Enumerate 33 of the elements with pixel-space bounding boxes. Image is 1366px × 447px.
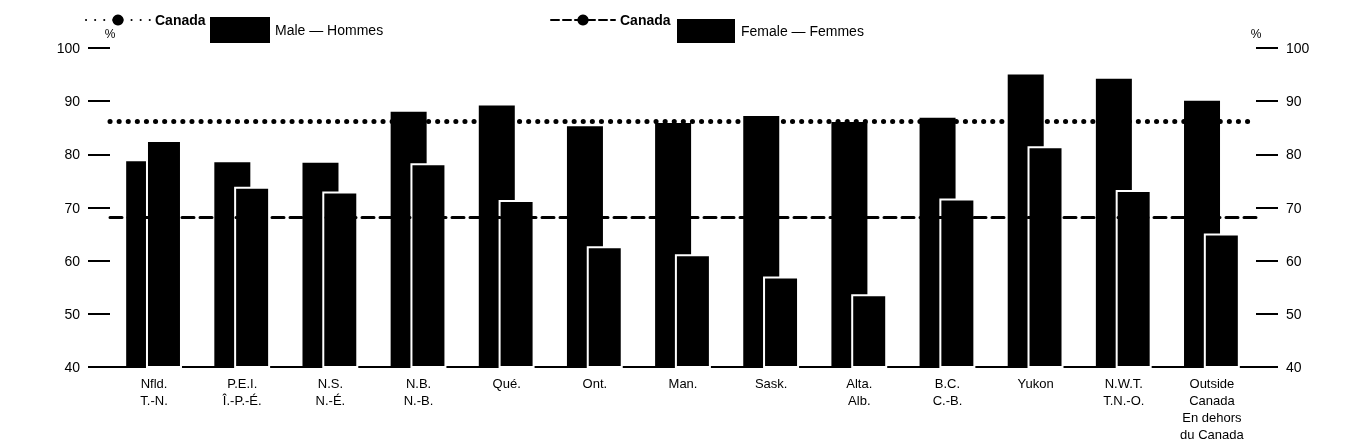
x-tick-label: B.C. C.-B. xyxy=(932,376,963,408)
x-tick-label: Man. xyxy=(668,376,698,391)
y2-tick-label: 40 xyxy=(1286,359,1302,375)
y-tick-label: 70 xyxy=(64,199,81,216)
legend-label: Canada xyxy=(155,12,206,28)
x-tick-label: N.B. N.-B. xyxy=(403,376,434,408)
y-axis-title: % xyxy=(104,27,116,41)
y2-axis-title: % xyxy=(1250,27,1262,41)
y2-tick-label: 60 xyxy=(1286,252,1302,269)
x-tick-label: Outside Canada En dehors du Canada xyxy=(1180,376,1245,442)
y-tick-label: 60 xyxy=(64,252,81,269)
y-tick-label: 80 xyxy=(64,146,81,163)
y2-tick-label: 50 xyxy=(1286,305,1302,322)
x-tick-label: Nfld. T.-N. xyxy=(140,376,168,408)
x-tick-label: Yukon xyxy=(1017,376,1054,391)
x-tick-label: Ont. xyxy=(582,376,608,391)
y2-tick-label: 90 xyxy=(1286,93,1302,110)
x-tick-label: N.W.T. T.N.-O. xyxy=(1103,376,1145,408)
y-tick-label: 40 xyxy=(64,359,81,375)
y-tick-label: 90 xyxy=(64,93,81,110)
x-tick-label: Qué. xyxy=(492,376,521,391)
x-tick-label: Sask. xyxy=(754,376,788,391)
y2-tick-label: 80 xyxy=(1286,146,1302,163)
x-tick-label: Alta. Alb. xyxy=(846,376,873,408)
y-tick-label: 100 xyxy=(56,40,81,56)
y-tick-label: 50 xyxy=(64,305,81,322)
y2-tick-label: 100 xyxy=(1286,40,1310,56)
x-tick-label: N.S. N.-É. xyxy=(315,376,346,408)
x-tick-label: P.E.I. Î.-P.-É. xyxy=(221,376,262,408)
y2-tick-label: 70 xyxy=(1286,199,1302,216)
legend-label: Female — Femmes xyxy=(741,23,864,39)
legend-label: Canada xyxy=(620,12,671,28)
legend-label: Male — Hommes xyxy=(275,22,384,38)
